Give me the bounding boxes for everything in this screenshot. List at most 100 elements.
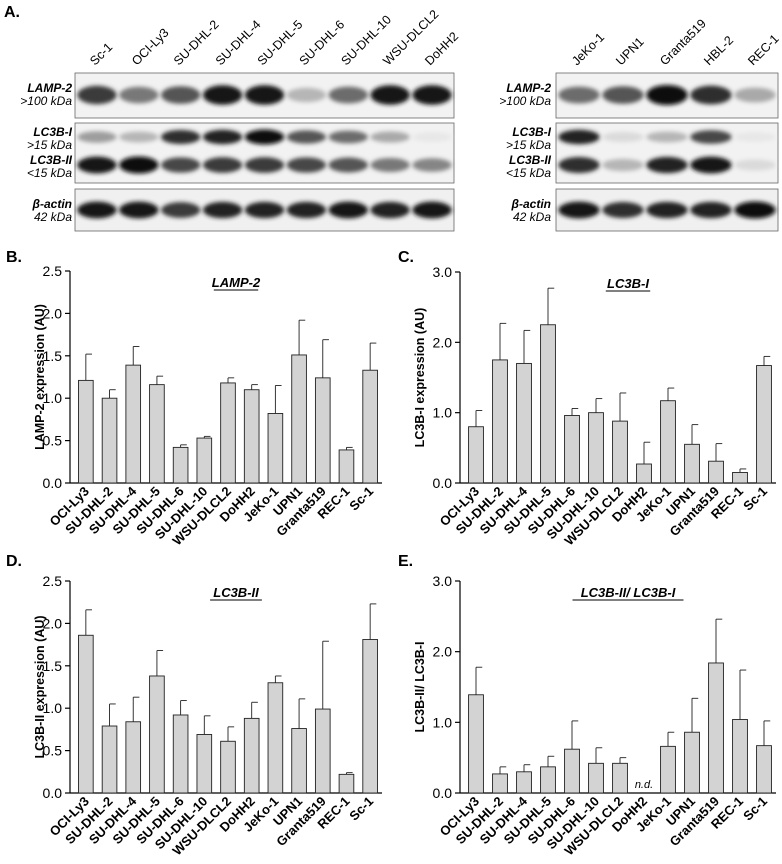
blot-band-actin <box>734 201 776 219</box>
blot-band-lamp2 <box>558 86 600 104</box>
bar <box>267 682 284 794</box>
bar <box>101 397 118 484</box>
blot-band-lamp2 <box>602 86 644 104</box>
row-labels-right: LAMP-2 >100 kDa LC3B-I >15 kDa LC3B-II <… <box>499 81 551 224</box>
not-determined-label: n.d. <box>635 779 653 791</box>
blot-band-lc3b2 <box>690 156 732 174</box>
blot-band-lc3b1 <box>690 130 732 144</box>
blot-band-lc3b1 <box>646 131 688 143</box>
row-label-right-lc3b1-name: LC3B-I <box>512 125 551 139</box>
y-tick-label: 3.0 <box>433 573 453 589</box>
bar <box>540 766 556 794</box>
bar <box>732 719 748 794</box>
bar <box>612 762 628 794</box>
row-label-right-lc3b2-size: <15 kDa <box>506 166 551 180</box>
lane-label: DoHH2 <box>422 29 461 68</box>
blot-band-lamp2 <box>161 86 201 104</box>
row-label-right-lamp2-name: LAMP-2 <box>506 81 551 95</box>
y-tick-label: 1.0 <box>43 700 63 716</box>
chart-title: LAMP-2 <box>212 275 261 290</box>
y-tick-label: 1.0 <box>43 390 63 406</box>
bar-chart-lamp2: 0.0 0.5 1.0 1.5 2.0 2.5 LAMP-2 expression (AU)… <box>33 263 382 548</box>
blot-band-lc3b1 <box>119 131 159 143</box>
blot-band-lc3b2 <box>286 157 327 173</box>
bar <box>708 662 724 794</box>
bar <box>684 443 700 484</box>
blot-band-lc3b2 <box>119 156 159 174</box>
bar <box>220 740 236 794</box>
y-axis-label: LC3B-II expression (AU) <box>33 615 47 758</box>
blot-band-lc3b2 <box>602 158 644 172</box>
row-label-right-actin-size: 42 kDa <box>513 210 551 224</box>
bar <box>101 725 118 794</box>
blot-band-actin <box>119 201 159 219</box>
blot-band-actin <box>412 201 452 219</box>
lane-labels-left: Sc-1 OCI-Ly3 SU-DHL-2SU-DHL-4SU-DHL-5SU-DH… <box>87 7 461 68</box>
chart-title: LC3B-I <box>607 276 649 291</box>
bar <box>660 400 676 484</box>
lane-label: UPN1 <box>613 35 647 69</box>
blot-band-lc3b2 <box>77 156 117 174</box>
bar <box>564 415 580 484</box>
bar <box>660 745 676 794</box>
y-tick-label: 2.5 <box>43 263 63 279</box>
blot-band-lamp2 <box>646 85 688 105</box>
y-tick-label: 0.0 <box>433 785 453 801</box>
row-label-right-actin-name: β-actin <box>511 197 551 211</box>
bar <box>338 449 355 484</box>
bar <box>314 708 331 794</box>
bar-chart-lc3b-ratio: 0.0 1.0 2.0 3.0 LC3B-II/ LC3B-I LC3B-II/ LC3B… <box>413 573 776 858</box>
bar <box>732 472 748 484</box>
blot-band-lc3b1 <box>602 132 644 142</box>
row-labels-left: LAMP-2 >100 kDa LC3B-I >15 kDa LC3B-II <… <box>20 81 72 224</box>
row-label-lamp2-size: >100 kDa <box>20 94 72 108</box>
blot-band-lamp2 <box>734 87 776 103</box>
blot-band-lamp2 <box>244 85 285 105</box>
bar <box>540 324 556 484</box>
blot-band-actin <box>646 201 688 219</box>
panel-label-d: D. <box>6 553 22 570</box>
y-tick-label: 2.5 <box>43 573 63 589</box>
bar <box>291 354 307 484</box>
y-axis-label: LC3B-II/ LC3B-I <box>413 642 427 733</box>
lane-label: JeKo-1 <box>569 30 607 68</box>
bar <box>291 728 307 794</box>
bar <box>78 634 94 794</box>
bar <box>708 460 724 484</box>
panel-label-e: E. <box>398 553 413 570</box>
y-tick-label: 0.5 <box>43 743 63 759</box>
blot-band-lc3b1 <box>161 129 201 145</box>
blot-band-actin <box>602 202 644 218</box>
blot-band-lamp2 <box>286 87 327 103</box>
bar <box>125 721 142 794</box>
y-tick-label: 2.0 <box>43 615 63 631</box>
bar-chart-lc3b-ii: 0.0 0.5 1.0 1.5 2.0 2.5 LC3B-II expression (AU… <box>33 573 382 858</box>
y-tick-label: 2.0 <box>43 305 63 321</box>
bar <box>338 773 355 794</box>
bar <box>125 364 142 484</box>
blot-band-actin <box>690 201 732 219</box>
bar <box>756 365 772 484</box>
bands-right <box>558 85 776 219</box>
lane-label: Granta519 <box>657 16 709 68</box>
blot-band-lc3b1 <box>244 129 285 145</box>
bar <box>172 446 189 484</box>
blot-band-lc3b2 <box>161 157 201 173</box>
bar <box>492 773 508 794</box>
bar <box>149 384 165 484</box>
blot-band-lc3b2 <box>646 156 688 174</box>
blot-band-lc3b1 <box>328 130 368 144</box>
row-label-right-lamp2-size: >100 kDa <box>499 94 551 108</box>
y-tick-label: 0.5 <box>43 433 63 449</box>
y-tick-label: 2.0 <box>433 644 453 660</box>
y-axis-label: LAMP-2 expression (AU) <box>33 304 47 450</box>
y-tick-label: 0.0 <box>43 785 63 801</box>
y-tick-label: 1.5 <box>43 348 63 364</box>
chart-title: LC3B-II/ LC3B-I <box>581 585 676 600</box>
lane-label: HBL-2 <box>701 33 736 68</box>
y-tick-label: 3.0 <box>433 264 453 280</box>
row-label-lc3b2-name: LC3B-II <box>30 153 73 167</box>
blot-band-lc3b1 <box>370 131 410 143</box>
row-label-lc3b1-name: LC3B-I <box>33 125 72 139</box>
blot-band-lamp2 <box>328 86 368 104</box>
